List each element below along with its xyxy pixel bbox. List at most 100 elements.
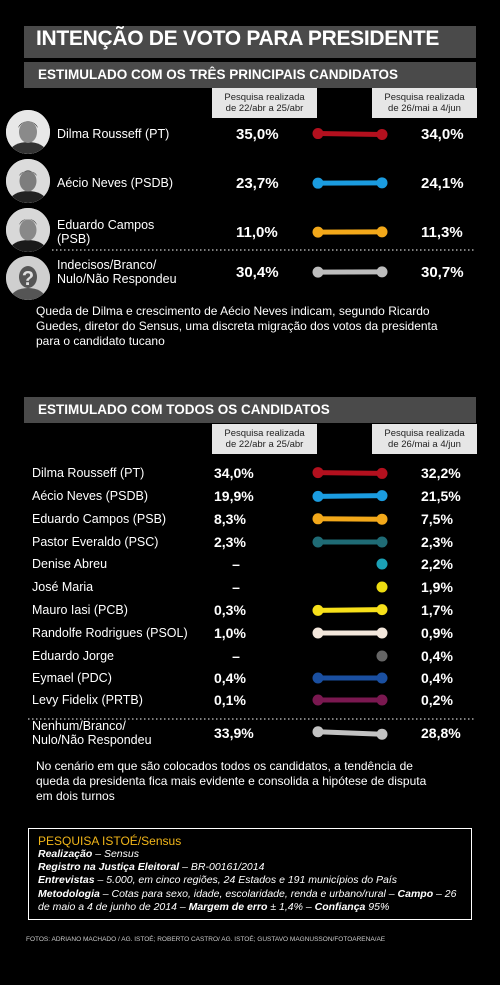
section1-title: ESTIMULADO COM OS TRÊS PRINCIPAIS CANDID… bbox=[38, 67, 399, 82]
pesquisa-text: – Sensus bbox=[92, 848, 139, 860]
header-line: Pesquisa realizada bbox=[224, 428, 305, 439]
pesquisa-title: PESQUISA ISTOÉ/Sensus bbox=[38, 834, 462, 848]
point-start bbox=[312, 266, 324, 278]
point-start bbox=[312, 513, 324, 525]
series-label: Nulo/Não Respondeu bbox=[57, 272, 177, 286]
dilma-photo bbox=[6, 110, 50, 154]
series-label: Levy Fidelix (PRTB) bbox=[32, 693, 143, 707]
section2-header-left: Pesquisa realizada de 22/abr a 25/abr bbox=[212, 424, 317, 454]
value-left: 33,9% bbox=[214, 725, 254, 741]
value-right: 1,7% bbox=[421, 602, 453, 618]
point-end bbox=[376, 536, 388, 548]
pesquisa-line: Realização – Sensus bbox=[38, 848, 462, 861]
point-end bbox=[376, 581, 388, 593]
point-start bbox=[312, 128, 324, 140]
value-left: – bbox=[232, 556, 240, 572]
pesquisa-title-rest: /Sensus bbox=[137, 834, 182, 848]
value-left: 34,0% bbox=[214, 465, 254, 481]
pesquisa-label: Registro na Justiça Eleitoral bbox=[38, 861, 180, 874]
value-left: 0,4% bbox=[214, 670, 246, 686]
aecio-photo bbox=[6, 159, 50, 203]
series-label: José Maria bbox=[32, 580, 93, 594]
series-label: Denise Abreu bbox=[32, 557, 107, 571]
point-start bbox=[312, 627, 324, 639]
point-start bbox=[312, 177, 324, 189]
header-line: Pesquisa realizada bbox=[384, 428, 465, 439]
pesquisa-text: – 26 de maio a 4 de junho de 2014 – bbox=[38, 887, 457, 913]
point-end bbox=[376, 650, 388, 662]
trend-line bbox=[315, 131, 385, 137]
point-start bbox=[312, 226, 324, 238]
point-end bbox=[376, 226, 388, 238]
pesquisa-label: Realização bbox=[38, 848, 93, 860]
point-end bbox=[376, 604, 388, 616]
value-right: 0,2% bbox=[421, 692, 453, 708]
page-title: INTENÇÃO DE VOTO PARA PRESIDENTE bbox=[36, 27, 440, 50]
point-end bbox=[376, 558, 388, 570]
point-start bbox=[312, 490, 324, 502]
section2-title: ESTIMULADO COM TODOS OS CANDIDATOS bbox=[38, 402, 330, 417]
point-end bbox=[376, 128, 388, 140]
dilma-photo-svg bbox=[6, 110, 50, 154]
section1-header-right: Pesquisa realizada de 26/mai a 4/jun bbox=[372, 88, 477, 118]
point-start bbox=[312, 467, 324, 479]
section1-header-left: Pesquisa realizada de 22/abr a 25/abr bbox=[212, 88, 317, 118]
value-left: 0,3% bbox=[214, 602, 246, 618]
value-right: 32,2% bbox=[421, 465, 461, 481]
pesquisa-text: – 5.000, em cinco regiões, 24 Estados e … bbox=[94, 874, 397, 887]
pesquisa-box: PESQUISA ISTOÉ/Sensus Realização – Sensu… bbox=[28, 828, 472, 920]
value-left: – bbox=[232, 579, 240, 595]
pesquisa-label: Confiança bbox=[314, 900, 366, 913]
campos-photo-svg bbox=[6, 208, 50, 252]
point-end bbox=[376, 467, 388, 479]
pesquisa-text: 95% bbox=[365, 900, 390, 913]
section1-note: Queda de Dilma e crescimento de Aécio Ne… bbox=[36, 304, 438, 348]
series-label: Aécio Neves (PSDB) bbox=[32, 489, 148, 503]
pesquisa-text: – BR-00161/2014 bbox=[179, 861, 265, 874]
series-label: Indecisos/Branco/ bbox=[57, 258, 157, 272]
point-start bbox=[312, 604, 324, 616]
trend-line bbox=[315, 493, 385, 499]
section2-note: No cenário em que são colocados todos os… bbox=[36, 759, 427, 803]
pesquisa-label: Campo bbox=[397, 887, 434, 900]
value-right: 30,7% bbox=[421, 264, 464, 281]
series-label: Dilma Rousseff (PT) bbox=[57, 127, 169, 141]
point-end bbox=[376, 177, 388, 189]
header-line: Pesquisa realizada bbox=[224, 92, 305, 103]
section2-bar bbox=[24, 397, 476, 423]
pesquisa-title-main: PESQUISA ISTOÉ bbox=[38, 834, 138, 848]
value-right: 28,8% bbox=[421, 725, 461, 741]
question-silhouette-svg: ? bbox=[6, 256, 50, 300]
series-label: Dilma Rousseff (PT) bbox=[32, 466, 144, 480]
value-left: 0,1% bbox=[214, 692, 246, 708]
value-right: 21,5% bbox=[421, 488, 461, 504]
value-right: 0,4% bbox=[421, 670, 453, 686]
value-right: 2,3% bbox=[421, 534, 453, 550]
aecio-photo-svg bbox=[6, 159, 50, 203]
value-left: 35,0% bbox=[236, 126, 279, 143]
section2-header-right: Pesquisa realizada de 26/mai a 4/jun bbox=[372, 424, 477, 454]
value-left: 1,0% bbox=[214, 625, 246, 641]
point-start bbox=[312, 536, 324, 548]
value-right: 7,5% bbox=[421, 511, 453, 527]
pesquisa-line: Metodologia – Cotas para sexo, idade, es… bbox=[38, 888, 462, 914]
title-bar bbox=[24, 26, 476, 58]
section1-bar bbox=[24, 62, 476, 88]
series-label: (PSB) bbox=[57, 232, 90, 246]
series-label: Eymael (PDC) bbox=[32, 671, 112, 685]
pesquisa-label: Metodologia bbox=[38, 887, 100, 900]
point-end bbox=[376, 513, 388, 525]
pesquisa-line: Registro na Justiça Eleitoral – BR-00161… bbox=[38, 861, 462, 874]
point-end bbox=[376, 672, 388, 684]
series-label: Eduardo Campos (PSB) bbox=[32, 512, 166, 526]
value-left: 19,9% bbox=[214, 488, 254, 504]
header-line: de 22/abr a 25/abr bbox=[225, 103, 304, 114]
trend-line bbox=[315, 729, 385, 737]
series-label: Eduardo Jorge bbox=[32, 649, 114, 663]
value-right: 0,9% bbox=[421, 625, 453, 641]
series-label: Nulo/Não Respondeu bbox=[32, 733, 152, 747]
point-end bbox=[376, 728, 388, 740]
header-line: de 26/mai a 4/jun bbox=[388, 439, 461, 450]
series-label: Pastor Everaldo (PSC) bbox=[32, 535, 158, 549]
